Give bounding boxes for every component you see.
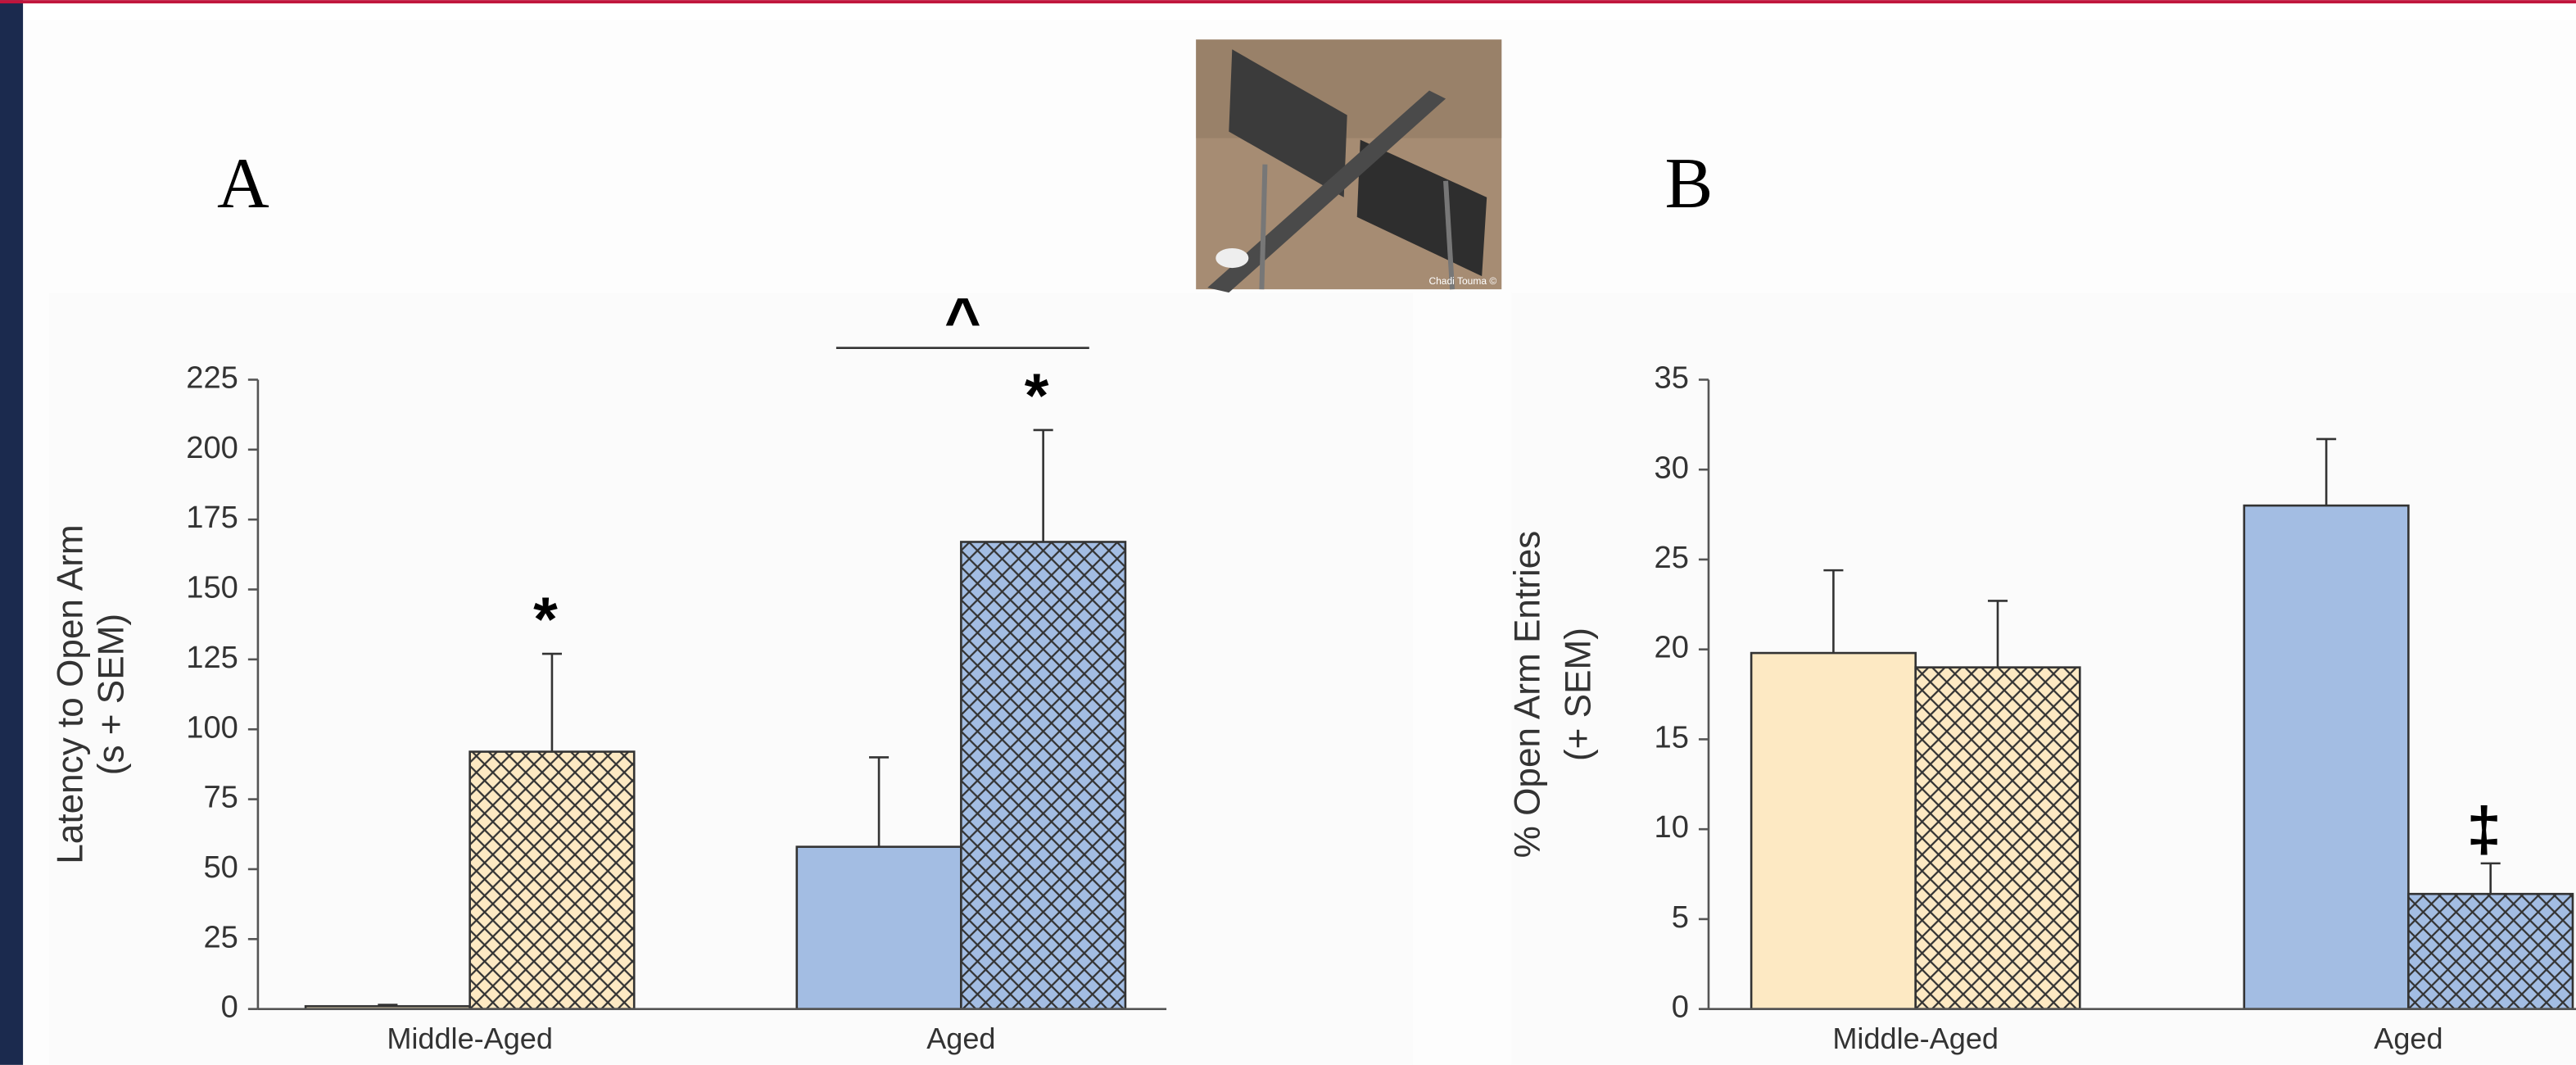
y-axis-label: Latency to Open Arm <box>50 524 90 863</box>
y-axis-label: (+ SEM) <box>1559 628 1599 761</box>
bar <box>797 847 962 1009</box>
y-tick-label: 30 <box>1655 451 1689 485</box>
y-tick-label: 125 <box>186 641 238 675</box>
annotation: * <box>533 585 558 655</box>
photo-credit: Chadi Touma © <box>1428 275 1496 287</box>
panel-label: B <box>1664 143 1713 224</box>
y-tick-label: 225 <box>186 361 238 396</box>
x-tick-label: Aged <box>2374 1022 2442 1055</box>
y-tick-label: 20 <box>1655 631 1689 665</box>
x-tick-label: Middle-Aged <box>1832 1022 1999 1055</box>
y-tick-label: 150 <box>186 571 238 605</box>
y-tick-label: 5 <box>1672 900 1689 935</box>
y-tick-label: 50 <box>203 850 238 885</box>
y-tick-label: 25 <box>203 920 238 954</box>
annotation: ^ <box>944 286 981 356</box>
photo: Chadi Touma © <box>1196 39 1501 292</box>
y-tick-label: 35 <box>1655 361 1689 396</box>
x-tick-label: Aged <box>926 1022 995 1055</box>
y-tick-label: 75 <box>203 781 238 815</box>
y-tick-label: 25 <box>1655 541 1689 575</box>
plot-background <box>49 292 1413 1065</box>
y-tick-label: 200 <box>186 431 238 465</box>
y-tick-label: 0 <box>221 990 238 1025</box>
maze-leg <box>1261 165 1265 289</box>
annotation: * <box>1025 361 1049 431</box>
mouse <box>1216 248 1248 268</box>
panel-label: A <box>217 143 269 224</box>
y-axis-label: (s + SEM) <box>91 614 131 775</box>
bar <box>1751 653 1916 1009</box>
x-tick-label: Middle-Aged <box>387 1022 553 1055</box>
bar <box>470 752 635 1009</box>
side-band <box>0 0 23 1065</box>
bar <box>961 542 1125 1008</box>
top-rule <box>0 0 2576 3</box>
y-axis-label: % Open Arm Entries <box>1507 531 1547 859</box>
y-tick-label: 0 <box>1672 990 1689 1025</box>
y-tick-label: 15 <box>1655 720 1689 755</box>
annotation: ‡ <box>2466 795 2501 864</box>
bar <box>2244 505 2409 1009</box>
bar <box>2408 894 2573 1008</box>
y-tick-label: 175 <box>186 501 238 535</box>
slide: Chadi Touma © A Latency to Open Arm(s + S… <box>0 0 2576 1065</box>
y-tick-label: 10 <box>1655 810 1689 845</box>
y-tick-label: 100 <box>186 710 238 745</box>
bar <box>1916 668 2080 1009</box>
